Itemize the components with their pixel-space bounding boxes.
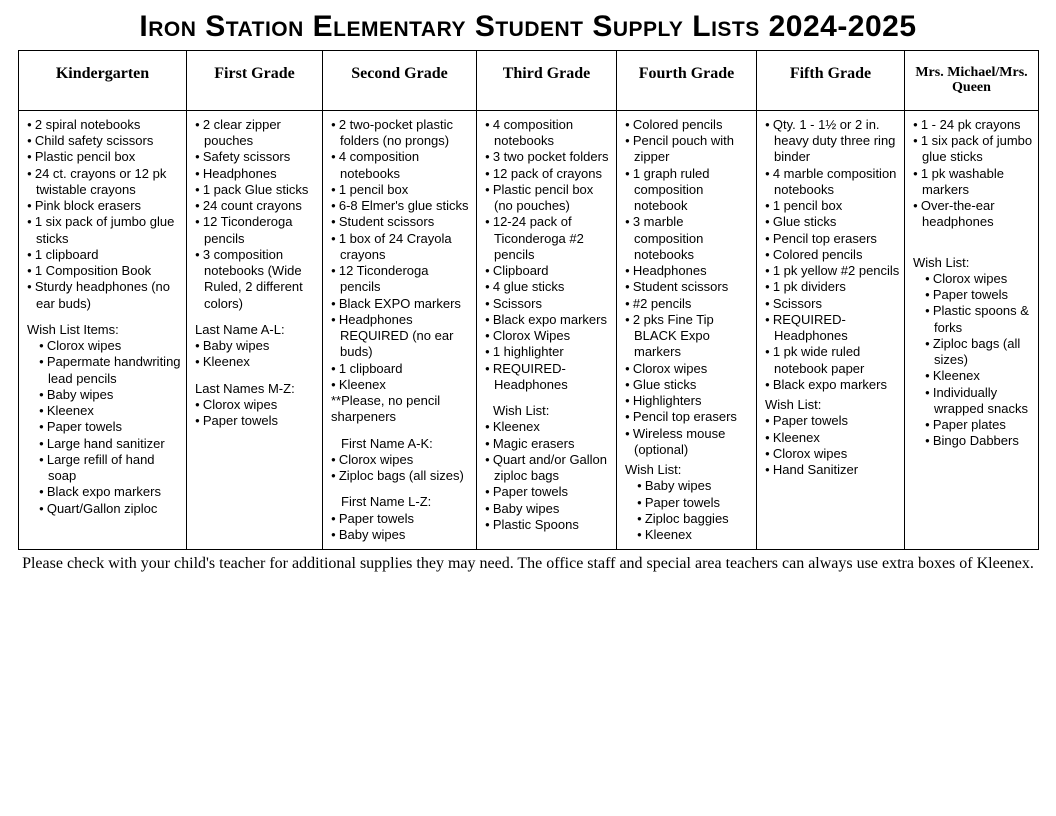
table-row: 2 spiral notebooksChild safety scissorsP… bbox=[19, 110, 1039, 550]
k-items: 2 spiral notebooksChild safety scissorsP… bbox=[27, 117, 182, 312]
col-header-3: Third Grade bbox=[477, 51, 617, 111]
col-header-mq: Mrs. Michael/Mrs. Queen bbox=[905, 51, 1039, 111]
g4-wish: Baby wipesPaper towelsZiploc baggiesKlee… bbox=[625, 478, 752, 543]
cell-5: Qty. 1 - 1½ or 2 in. heavy duty three ri… bbox=[757, 110, 905, 550]
cell-mq: 1 - 24 pk crayons1 six pack of jumbo glu… bbox=[905, 110, 1039, 550]
cell-3: 4 composition notebooks3 two pocket fold… bbox=[477, 110, 617, 550]
g5-wish-label: Wish List: bbox=[765, 397, 900, 413]
g5-wish: Paper towelsKleenexClorox wipesHand Sani… bbox=[765, 413, 900, 478]
g2-lz-label: First Name L-Z: bbox=[331, 494, 472, 510]
g1-mz-label: Last Names M-Z: bbox=[195, 381, 318, 397]
g4-wish-label: Wish List: bbox=[625, 462, 752, 478]
supply-table: Kindergarten First Grade Second Grade Th… bbox=[18, 50, 1039, 550]
table-header-row: Kindergarten First Grade Second Grade Th… bbox=[19, 51, 1039, 111]
g1-mz: Clorox wipesPaper towels bbox=[195, 397, 318, 430]
col-header-2: Second Grade bbox=[323, 51, 477, 111]
g3-wish-label: Wish List: bbox=[485, 403, 612, 419]
g1-al: Baby wipesKleenex bbox=[195, 338, 318, 371]
g2-note: **Please, no pencil sharpeners bbox=[331, 393, 472, 426]
g2-ak: Clorox wipesZiploc bags (all sizes) bbox=[331, 452, 472, 485]
g2-ak-label: First Name A-K: bbox=[331, 436, 472, 452]
cell-k: 2 spiral notebooksChild safety scissorsP… bbox=[19, 110, 187, 550]
page-title: Iron Station Elementary Student Supply L… bbox=[0, 0, 1056, 50]
g5-items: Qty. 1 - 1½ or 2 in. heavy duty three ri… bbox=[765, 117, 900, 393]
k-wish: Clorox wipesPapermate handwriting lead p… bbox=[27, 338, 182, 517]
cell-2: 2 two-pocket plastic folders (no prongs)… bbox=[323, 110, 477, 550]
g1-al-label: Last Name A-L: bbox=[195, 322, 318, 338]
g2-items: 2 two-pocket plastic folders (no prongs)… bbox=[331, 117, 472, 393]
mq-wish-label: Wish List: bbox=[913, 255, 1034, 271]
col-header-k: Kindergarten bbox=[19, 51, 187, 111]
col-header-4: Fourth Grade bbox=[617, 51, 757, 111]
mq-items: 1 - 24 pk crayons1 six pack of jumbo glu… bbox=[913, 117, 1034, 231]
g2-lz: Paper towelsBaby wipes bbox=[331, 511, 472, 544]
g1-items: 2 clear zipper pouchesSafety scissorsHea… bbox=[195, 117, 318, 312]
k-wish-label: Wish List Items: bbox=[27, 322, 182, 338]
footer-note: Please check with your child's teacher f… bbox=[0, 550, 1056, 573]
cell-4: Colored pencilsPencil pouch with zipper1… bbox=[617, 110, 757, 550]
col-header-5: Fifth Grade bbox=[757, 51, 905, 111]
col-header-1: First Grade bbox=[187, 51, 323, 111]
mq-wish: Clorox wipesPaper towelsPlastic spoons &… bbox=[913, 271, 1034, 450]
cell-1: 2 clear zipper pouchesSafety scissorsHea… bbox=[187, 110, 323, 550]
g3-items: 4 composition notebooks3 two pocket fold… bbox=[485, 117, 612, 393]
g4-items: Colored pencilsPencil pouch with zipper1… bbox=[625, 117, 752, 458]
g3-wish: KleenexMagic erasersQuart and/or Gallon … bbox=[485, 419, 612, 533]
